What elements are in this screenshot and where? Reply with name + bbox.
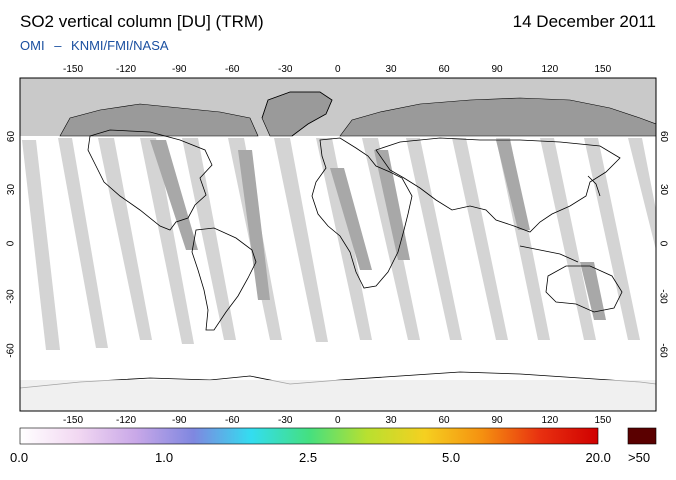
credit-line: OMI – KNMI/FMI/NASA xyxy=(20,38,169,53)
map-frame xyxy=(19,77,657,412)
lon-tick-label: 30 xyxy=(385,64,397,75)
australia-coast xyxy=(545,265,623,313)
europe-africa-coast xyxy=(311,137,413,289)
antarctic-region xyxy=(20,380,656,411)
lat-tick-label: 0 xyxy=(5,240,17,246)
swath-land xyxy=(150,140,198,250)
lat-tick-label: 30 xyxy=(657,183,669,196)
south-america-coast xyxy=(191,227,257,331)
lon-tick-label: 60 xyxy=(438,415,450,426)
lon-tick-label: 120 xyxy=(541,415,559,426)
lat-tick-label: 60 xyxy=(5,130,17,142)
lon-tick-label: -60 xyxy=(225,415,240,426)
lon-tick-label: -30 xyxy=(278,415,293,426)
colorbar-label: 2.5 xyxy=(299,450,318,465)
lon-tick-label: -30 xyxy=(278,64,293,75)
lon-tick-label: -150 xyxy=(63,64,84,75)
japan-coast xyxy=(587,175,601,197)
greenland-coast xyxy=(261,91,333,137)
colorbar-label: 0.0 xyxy=(10,450,29,465)
swaths-over-land xyxy=(150,140,606,320)
lon-tick-label: 150 xyxy=(594,415,612,426)
map-title: SO2 vertical column [DU] (TRM) xyxy=(20,12,264,31)
swath xyxy=(140,138,194,344)
swath-land xyxy=(330,168,372,270)
swath xyxy=(584,138,640,340)
swath xyxy=(182,138,236,340)
lat-tick-label: -30 xyxy=(657,289,669,304)
credit-instrument: OMI xyxy=(20,38,45,53)
colorbar-overflow xyxy=(627,427,657,445)
north-eurasia-land xyxy=(339,97,656,137)
lon-tick-label: -150 xyxy=(63,415,84,426)
north-america-arctic-land xyxy=(59,103,259,137)
lat-tick-label: -60 xyxy=(657,342,669,358)
colorbar-gradient xyxy=(19,427,599,445)
lat-tick-label: 0 xyxy=(657,240,669,246)
lon-tick-label: 120 xyxy=(541,64,559,75)
colorbar-overflow-label: >50 xyxy=(628,450,651,465)
swath-land xyxy=(496,140,530,230)
swath-land xyxy=(238,150,270,300)
lon-tick-label: -120 xyxy=(116,415,137,426)
lon-tick-label: 30 xyxy=(385,415,397,426)
swath xyxy=(452,138,508,340)
lon-tick-label: 90 xyxy=(491,415,503,426)
swath-land xyxy=(374,150,410,260)
colorbar-label: 5.0 xyxy=(442,450,461,465)
lon-tick-label: -90 xyxy=(172,415,187,426)
lat-tick-label: -60 xyxy=(5,342,17,358)
swath xyxy=(628,138,656,250)
colorbar-label: 20.0 xyxy=(585,450,611,465)
lat-tick-label: -30 xyxy=(5,289,17,304)
swath-land xyxy=(580,262,606,320)
lat-tick-label: 30 xyxy=(5,183,17,196)
swath xyxy=(540,138,596,340)
colorbar-label: 1.0 xyxy=(155,450,174,465)
swath xyxy=(22,140,60,350)
lon-tick-label: 0 xyxy=(335,415,341,426)
credit-dash: – xyxy=(54,38,62,53)
lon-tick-label: 60 xyxy=(438,64,450,75)
swath xyxy=(316,138,372,340)
asia-coast xyxy=(375,137,621,233)
lon-tick-label: 0 xyxy=(335,64,341,75)
map-date: 14 December 2011 xyxy=(512,12,656,31)
lat-tick-label: 60 xyxy=(657,130,669,142)
swath xyxy=(58,138,108,348)
north-america-coast xyxy=(87,129,213,231)
lon-tick-label: -120 xyxy=(116,64,137,75)
swath xyxy=(362,138,420,340)
credit-agencies: KNMI/FMI/NASA xyxy=(71,38,169,53)
indonesia-coast xyxy=(519,245,579,263)
lon-tick-label: 90 xyxy=(491,64,503,75)
lon-tick-label: -90 xyxy=(172,64,187,75)
swath xyxy=(274,138,328,342)
lon-tick-label: -60 xyxy=(225,64,240,75)
lon-tick-label: 150 xyxy=(594,64,612,75)
